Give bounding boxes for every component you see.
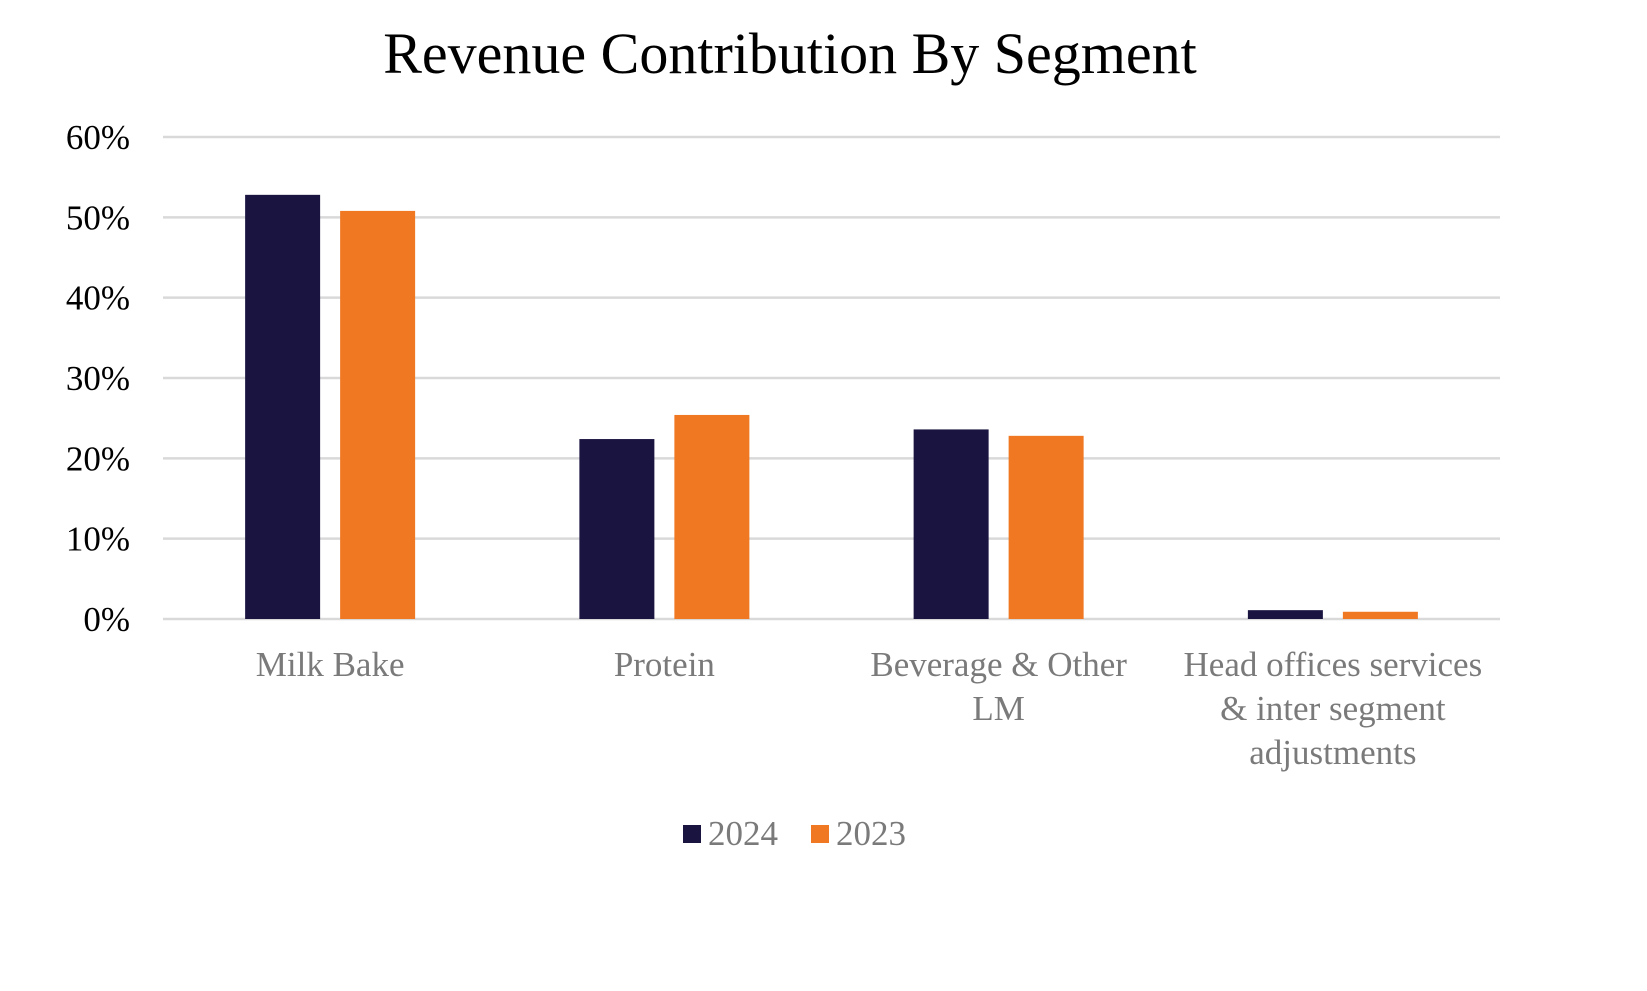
legend: 2024 2023 xyxy=(683,814,906,853)
y-axis-ticks: 0% 10% 20% 30% 40% 50% 60% xyxy=(66,118,130,639)
y-tick-label: 0% xyxy=(83,600,130,639)
bar-2023 xyxy=(1008,435,1084,619)
y-tick-label: 20% xyxy=(66,439,130,478)
x-category-label: Head offices services & inter segment adju… xyxy=(1184,645,1483,772)
bar-2024 xyxy=(913,429,989,619)
x-category-label: Protein xyxy=(614,645,715,684)
chart-title: Revenue Contribution By Segment xyxy=(383,21,1197,86)
x-axis-categories: Milk Bake Protein Beverage & Other LM Head o… xyxy=(256,645,1482,772)
x-category-label: Beverage & Other LM xyxy=(870,645,1127,728)
y-tick-label: 40% xyxy=(66,279,130,318)
y-tick-label: 10% xyxy=(66,520,130,559)
bar-2024 xyxy=(245,194,321,619)
bars xyxy=(245,194,1418,619)
y-tick-label: 30% xyxy=(66,359,130,398)
legend-label-2024: 2024 xyxy=(708,814,778,853)
bar-2023 xyxy=(674,414,750,619)
y-tick-label: 60% xyxy=(66,118,130,157)
bar-2023 xyxy=(340,210,416,619)
y-tick-label: 50% xyxy=(66,198,130,237)
bar-2023 xyxy=(1342,611,1418,619)
legend-swatch-2023 xyxy=(811,825,829,843)
bar-2024 xyxy=(1247,610,1323,619)
legend-label-2023: 2023 xyxy=(836,814,906,853)
x-category-label: Milk Bake xyxy=(256,645,405,684)
bar-2024 xyxy=(579,439,655,619)
legend-swatch-2024 xyxy=(683,825,701,843)
